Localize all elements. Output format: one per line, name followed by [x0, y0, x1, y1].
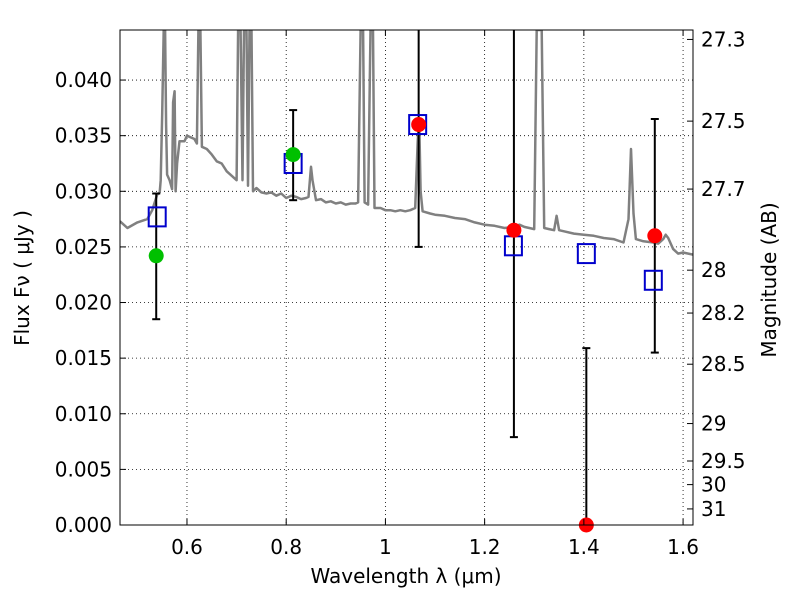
model-flux-square: [408, 114, 428, 136]
right-tick-label: 28: [701, 258, 726, 282]
y-tick-label: 0.015: [55, 346, 112, 370]
model-flux-square: [576, 243, 596, 265]
y-tick-label: 0.000: [55, 513, 112, 537]
y-tick-label: 0.030: [55, 179, 112, 203]
y-tick-label: 0.025: [55, 235, 112, 259]
right-tick-label: 27.5: [701, 109, 746, 133]
observed-flux-point: [506, 222, 522, 238]
model-flux-square: [643, 269, 663, 291]
right-tick-label: 29.5: [701, 449, 746, 473]
observed-flux-point: [285, 147, 301, 163]
y-tick-label: 0.020: [55, 291, 112, 315]
observed-flux-point: [148, 248, 164, 264]
right-tick-label: 30: [701, 473, 726, 497]
y-tick-label: 0.010: [55, 402, 112, 426]
x-tick-label: 1.4: [568, 535, 600, 559]
x-tick-label: 0.6: [171, 535, 203, 559]
observed-flux-point: [647, 228, 663, 244]
y-tick-label: 0.035: [55, 124, 112, 148]
right-tick-label: 29: [701, 412, 726, 436]
model-spectrum-line: [120, 30, 693, 256]
y-axis-title: Flux Fν ( μJy ): [10, 210, 34, 346]
y-tick-label: 0.040: [55, 68, 112, 92]
model-flux-square: [147, 206, 167, 228]
grid: [120, 30, 693, 526]
ticks: 0.6 0.8 1 1.2 1.4 1.6 0.000 0.005 0.010 0.015 0.02…: [55, 27, 746, 559]
plot-area: [120, 30, 693, 256]
right-tick-label: 31: [701, 497, 726, 521]
observed-flux-point: [411, 117, 427, 133]
right-tick-label: 28.5: [701, 352, 746, 376]
right-tick-label: 28.2: [701, 301, 746, 325]
right-tick-label: 27.7: [701, 177, 746, 201]
y-tick-label: 0.005: [55, 457, 112, 481]
plot-frame: [119, 29, 694, 526]
markers: [147, 114, 663, 533]
right-axis-title: Magnitude (AB): [757, 202, 781, 357]
x-axis-title: Wavelength λ (μm): [310, 564, 501, 588]
x-tick-label: 0.8: [270, 535, 302, 559]
right-tick-label: 27.3: [701, 27, 746, 51]
x-tick-label: 1.6: [667, 535, 699, 559]
x-tick-label: 1: [379, 535, 392, 559]
x-tick-label: 1.2: [469, 535, 501, 559]
